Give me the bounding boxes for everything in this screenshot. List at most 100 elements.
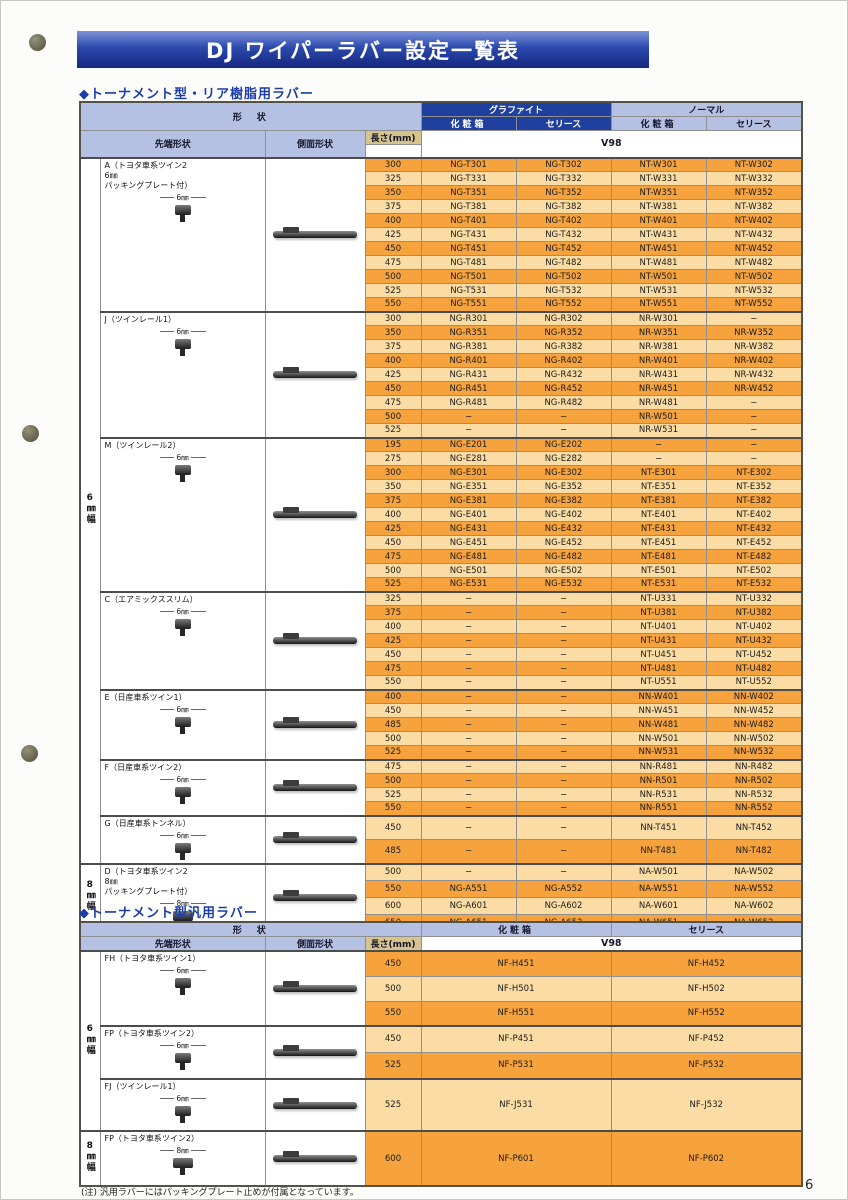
table-row: 450− − NT-U451 NT-U452 [80, 647, 803, 662]
length-cell: 375 [364, 605, 422, 620]
product-code-cell: NT-U551 [610, 675, 707, 690]
length-cell: 550 [364, 1000, 422, 1027]
product-code-cell: NT-W432 [705, 227, 803, 242]
rubber-width-label: 6㎜幅 [79, 950, 101, 1132]
table-row: 350 NG-R351 NG-R352 NR-W351 NR-W352 [80, 325, 803, 340]
tip-width-dimension: 8㎜ [159, 898, 206, 909]
product-code-cell: NG-E282 [515, 451, 612, 466]
tip-shape-cell: A（トヨタ車系ツイン2 6㎜ パッキングプレート付） 6㎜ [99, 156, 266, 312]
tip-profile-icon [174, 842, 191, 860]
header-v98: V98 [420, 936, 803, 952]
tip-shape-label: M（ツインレール2） [104, 440, 181, 450]
length-cell: 375 [364, 339, 422, 354]
rear-resin-rubber-rows: 6㎜幅 A（トヨタ車系ツイン2 6㎜ パッキングプレート付） 6㎜ 300 NG-T301 N… [79, 156, 803, 932]
product-code-cell: NR-W431 [610, 367, 707, 382]
tip-width-dimension: 6㎜ [159, 192, 206, 203]
tip-shape-label: C（エアミックススリム） [104, 594, 198, 604]
length-cell: 475 [364, 758, 422, 774]
tip-shape-cell: G（日産車系トンネル） 6㎜ [99, 814, 266, 864]
product-code-cell: − [515, 801, 612, 816]
product-code-cell: NF-H502 [610, 975, 803, 1002]
side-shape-cell [264, 436, 366, 592]
product-code-cell: NR-W501 [610, 409, 707, 424]
product-code-cell: NN-W451 [610, 703, 707, 718]
product-code-cell: NA-W501 [610, 862, 707, 881]
product-code-cell: NG-E452 [515, 535, 612, 550]
side-shape-cell [264, 590, 366, 690]
product-code-cell: NG-R451 [420, 381, 517, 396]
length-cell: 300 [364, 465, 422, 480]
tip-shape-label: 6㎜ [104, 170, 118, 180]
tip-width-dimension: 6㎜ [159, 452, 206, 463]
tip-shape-label: パッキングプレート付） [104, 180, 193, 190]
product-code-cell: NN-R532 [705, 787, 803, 802]
header-graphite-series: セリース [515, 116, 612, 131]
product-code-cell: NG-E431 [420, 521, 517, 536]
side-profile-icon [273, 780, 357, 791]
product-code-cell: − [420, 703, 517, 718]
product-code-cell: NG-E531 [420, 577, 517, 592]
product-code-cell: NT-W351 [610, 185, 707, 200]
product-code-cell: NT-W402 [705, 213, 803, 228]
product-code-cell: NT-U482 [705, 661, 803, 676]
rubber-width-label: 6㎜幅 [79, 156, 101, 864]
tip-width-dimension: 6㎜ [159, 606, 206, 617]
product-code-cell: − [515, 731, 612, 746]
tip-width-dimension: 6㎜ [159, 1093, 206, 1104]
product-code-cell: NG-R301 [420, 310, 517, 326]
table-row: 6㎜幅 FH（トヨタ車系ツイン1） 6㎜ 450 NF-H451 NF-H452 [79, 950, 803, 1132]
length-cell: 475 [364, 661, 422, 676]
tip-profile-icon [174, 786, 191, 804]
table-row: 300 NG-E301 NG-E302 NT-E301 NT-E302 [80, 465, 803, 480]
header-graphite-box: 化粧箱 [420, 116, 517, 131]
length-cell: 425 [364, 633, 422, 648]
header-v98: V98 [420, 130, 803, 158]
product-code-cell: − [610, 451, 707, 466]
side-shape-cell [264, 310, 366, 438]
product-code-cell: NN-W482 [705, 717, 803, 732]
tip-shape-label: FP（トヨタ車系ツイン2） [104, 1029, 200, 1038]
product-code-cell: NT-W532 [705, 283, 803, 298]
tip-shape-label: E（日産車系ツイン1） [104, 692, 187, 702]
product-code-cell: NT-U552 [705, 675, 803, 690]
product-code-cell: NT-W502 [705, 269, 803, 284]
product-code-cell: NA-W502 [705, 862, 803, 881]
length-cell: 485 [364, 717, 422, 732]
side-shape-cell [264, 1025, 366, 1080]
product-code-cell: NT-W381 [610, 199, 707, 214]
product-code-cell: NT-U452 [705, 647, 803, 662]
page-number: 6 [805, 1178, 814, 1193]
product-code-cell: NG-A552 [515, 880, 612, 898]
length-cell: 485 [364, 839, 422, 864]
product-code-cell: − [515, 647, 612, 662]
product-code-cell: − [420, 745, 517, 760]
product-code-cell: − [420, 717, 517, 732]
tip-shape-cell: F（日産車系ツイン2） 6㎜ [99, 758, 266, 816]
side-shape-cell [264, 688, 366, 760]
product-code-cell: NG-T551 [420, 297, 517, 312]
tip-shape-label: D（トヨタ車系ツイン2 [104, 866, 188, 876]
product-code-cell: NG-E532 [515, 577, 612, 592]
side-profile-icon [273, 1097, 357, 1109]
product-code-cell: NN-R481 [610, 758, 707, 774]
tip-width-dimension: 6㎜ [159, 774, 206, 785]
header-length-spacer [364, 144, 422, 158]
product-code-cell: − [515, 862, 612, 881]
tip-profile-icon [174, 204, 191, 222]
length-cell: 450 [364, 241, 422, 256]
table-row: 500 NF-H501 NF-H502 [80, 975, 803, 1002]
length-cell: 500 [364, 563, 422, 578]
general-rubber-rows: 6㎜幅 FH（トヨタ車系ツイン1） 6㎜ 450 NF-H451 NF-H452 500 NF… [79, 950, 803, 1187]
product-code-cell: − [420, 773, 517, 788]
product-code-cell: − [515, 839, 612, 864]
length-cell: 475 [364, 255, 422, 270]
length-cell: 300 [364, 156, 422, 172]
header-normal-series: セリース [705, 116, 803, 131]
product-code-cell: NG-E481 [420, 549, 517, 564]
table-row: 6㎜幅 A（トヨタ車系ツイン2 6㎜ パッキングプレート付） 6㎜ 300 NG-T301 N… [79, 156, 803, 864]
product-code-cell: NG-T431 [420, 227, 517, 242]
product-code-cell: NT-W302 [705, 156, 803, 172]
product-code-cell: − [705, 423, 803, 438]
product-code-cell: NG-E381 [420, 493, 517, 508]
length-cell: 350 [364, 479, 422, 494]
